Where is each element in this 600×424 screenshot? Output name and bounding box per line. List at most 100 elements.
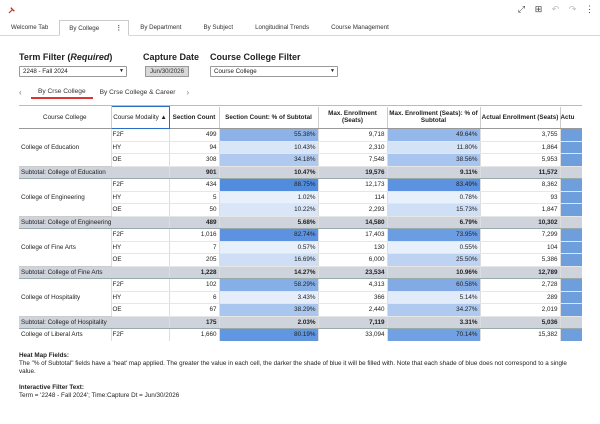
undo-icon[interactable]: ↶: [551, 4, 560, 14]
col-header-college[interactable]: Course College: [19, 106, 112, 129]
section-count-pct-cell: 10.22%: [219, 203, 319, 217]
col-header-max-enrollment-pct[interactable]: Max. Enrollment (Seats): % of Subtotal: [387, 106, 481, 129]
redo-icon[interactable]: ↷: [568, 4, 577, 14]
college-filter-label: Course College Filter: [210, 52, 301, 62]
table-row[interactable]: College of Engineering F2F 434 88.75% 12,173…: [19, 178, 582, 217]
max-enrollment-cell: 6,000: [318, 253, 388, 267]
table-row[interactable]: HY 94 10.43% 2,310 11.80% 1,864: [19, 141, 582, 154]
subtotal-row[interactable]: Subtotal: College of Education 901 10.47% 1…: [19, 166, 582, 179]
subtotal-row[interactable]: Subtotal: College of Fine Arts 1,228 14.27…: [19, 266, 582, 279]
actual-enrollment-cell: 1,864: [480, 141, 561, 154]
table-row[interactable]: College of Liberal Arts F2F 1,660 80.19% 33,…: [19, 328, 582, 341]
expand-icon[interactable]: ⤢: [517, 4, 526, 14]
table-row[interactable]: HY 5 1.02% 114 0.78% 93: [19, 191, 582, 204]
subtab-by-crse-college[interactable]: By Crse College: [31, 86, 93, 99]
max-enrollment-pct-cell: 60.58%: [387, 278, 481, 292]
college-cell: College of Engineering: [19, 178, 112, 217]
section-count-cell: 1,016: [169, 228, 220, 242]
tab-by-department[interactable]: By Department: [140, 24, 182, 31]
term-filter: Term Filter (Required) 2248 - Fall 2024 ▼: [19, 52, 127, 77]
col-header-modality[interactable]: Course Modality ▲: [110, 106, 170, 129]
table-row[interactable]: OE 67 38.29% 2,440 34.27% 2,019: [19, 303, 582, 317]
subtotal-count-cell: 901: [169, 166, 220, 179]
modality-cell: HY: [111, 291, 170, 304]
modality-cell: F2F: [111, 178, 170, 192]
subtotal-actual-cell: 12,789: [480, 266, 561, 279]
col-header-max-enrollment[interactable]: Max. Enrollment (Seats): [318, 106, 388, 129]
college-cell: College of Fine Arts: [19, 228, 112, 267]
subtotal-max-pct-cell: 9.11%: [387, 166, 481, 179]
tab-longitudinal-trends[interactable]: Longitudinal Trends: [255, 24, 310, 31]
subtotal-partial-cell: [560, 266, 582, 279]
subtotal-actual-cell: 11,572: [480, 166, 561, 179]
tab-menu-icon[interactable]: ⋮: [115, 24, 123, 32]
capture-date-field: Jun/30/2026: [145, 66, 190, 77]
section-count-pct-cell: 34.18%: [219, 153, 319, 167]
tab-by-college-label: By College: [69, 24, 100, 32]
actual-enrollment-cell: 2,728: [480, 278, 561, 292]
actual-partial-cell: [560, 203, 582, 217]
max-enrollment-pct-cell: 70.14%: [387, 328, 481, 341]
col-header-actual-enrollment[interactable]: Actual Enrollment (Seats): [480, 106, 561, 129]
tab-course-management[interactable]: Course Management: [331, 24, 389, 31]
sort-asc-icon: ▲: [160, 114, 167, 121]
section-count-cell: 434: [169, 178, 220, 192]
max-enrollment-cell: 9,718: [318, 128, 388, 142]
modality-cell: F2F: [111, 128, 170, 142]
table-row[interactable]: OE 308 34.18% 7,548 38.56% 5,953: [19, 153, 582, 167]
pin-icon[interactable]: [7, 5, 17, 15]
table-row[interactable]: College of Hospitality F2F 102 58.29% 4,313 6…: [19, 278, 582, 317]
sub-tabs: ‹ By Crse College By Crse College & Care…: [19, 86, 195, 99]
actual-enrollment-cell: 5,386: [480, 253, 561, 267]
subtotal-actual-cell: 10,302: [480, 216, 561, 229]
col-header-actual-partial[interactable]: Actu: [560, 106, 582, 129]
max-enrollment-pct-cell: 73.95%: [387, 228, 481, 242]
subtotal-label: Subtotal: College of Education: [19, 166, 170, 179]
section-count-pct-cell: 55.38%: [219, 128, 319, 142]
section-count-pct-cell: 58.29%: [219, 278, 319, 292]
actual-enrollment-cell: 1,847: [480, 203, 561, 217]
tab-welcome[interactable]: Welcome Tab: [11, 24, 49, 31]
notes-section: Heat Map Fields: The "% of Subtotal" fie…: [19, 352, 579, 408]
section-count-pct-cell: 82.74%: [219, 228, 319, 242]
table-row[interactable]: OE 205 16.69% 6,000 25.50% 5,386: [19, 253, 582, 267]
tab-by-subject[interactable]: By Subject: [203, 24, 234, 31]
subtab-by-crse-college-career[interactable]: By Crse College & Career: [99, 88, 176, 96]
actual-partial-cell: [560, 141, 582, 154]
max-enrollment-pct-cell: 11.80%: [387, 141, 481, 154]
section-count-pct-cell: 16.69%: [219, 253, 319, 267]
chevron-right-icon[interactable]: ›: [186, 87, 190, 97]
table-row[interactable]: HY 6 3.43% 366 5.14% 289: [19, 291, 582, 304]
term-select[interactable]: 2248 - Fall 2024 ▼: [19, 66, 127, 77]
max-enrollment-pct-cell: 5.14%: [387, 291, 481, 304]
max-enrollment-cell: 4,313: [318, 278, 388, 292]
max-enrollment-pct-cell: 49.64%: [387, 128, 481, 142]
section-count-pct-cell: 88.75%: [219, 178, 319, 192]
max-enrollment-cell: 114: [318, 191, 388, 204]
section-count-cell: 7: [169, 241, 220, 254]
subtotal-max-cell: 19,576: [318, 166, 388, 179]
section-count-cell: 67: [169, 303, 220, 317]
chevron-left-icon[interactable]: ‹: [19, 87, 22, 97]
actual-partial-cell: [560, 253, 582, 267]
tab-by-college[interactable]: By College ⋮: [59, 20, 130, 36]
subtotal-row[interactable]: Subtotal: College of Engineering 489 5.68%…: [19, 216, 582, 229]
col-header-section-count[interactable]: Section Count: [169, 106, 220, 129]
grid-icon[interactable]: ⊞: [534, 4, 543, 14]
table-row[interactable]: College of Fine Arts F2F 1,016 82.74% 17,403…: [19, 228, 582, 267]
table-row[interactable]: OE 50 10.22% 2,293 15.73% 1,847: [19, 203, 582, 217]
actual-enrollment-cell: 289: [480, 291, 561, 304]
max-enrollment-cell: 2,440: [318, 303, 388, 317]
subtotal-row[interactable]: Subtotal: College of Hospitality 175 2.03%…: [19, 316, 582, 329]
col-header-section-count-pct[interactable]: Section Count: % of Subtotal: [219, 106, 319, 129]
table-body: College of Education F2F 499 55.38% 9,718 49.…: [19, 128, 582, 341]
more-icon[interactable]: ⋮: [585, 4, 594, 14]
college-select[interactable]: Course College ▼: [210, 66, 338, 77]
subtotal-count-cell: 489: [169, 216, 220, 229]
table-row[interactable]: College of Education F2F 499 55.38% 9,718 49.…: [19, 128, 582, 167]
crosstab-table[interactable]: Course College Course Modality ▲ Section…: [19, 105, 582, 341]
modality-cell: OE: [111, 153, 170, 167]
subtotal-count-pct-cell: 5.68%: [219, 216, 319, 229]
table-row[interactable]: HY 7 0.57% 130 0.55% 104: [19, 241, 582, 254]
max-enrollment-pct-cell: 83.49%: [387, 178, 481, 192]
